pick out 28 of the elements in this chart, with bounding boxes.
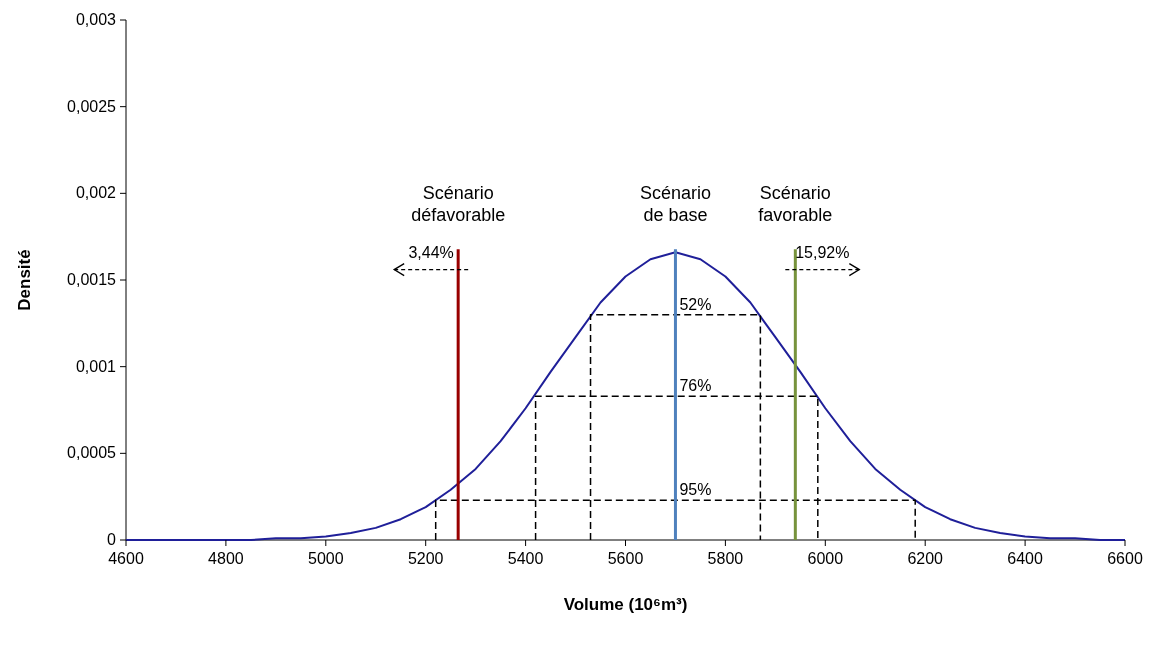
x-tick-label: 5000 bbox=[308, 550, 344, 567]
x-tick-label: 6600 bbox=[1107, 550, 1143, 567]
annotation: 95% bbox=[679, 481, 712, 499]
x-tick-label: 4600 bbox=[108, 550, 144, 567]
x-tick-label: 5200 bbox=[407, 550, 444, 567]
x-tick-label: 5400 bbox=[507, 550, 544, 567]
y-tick-label: 0 bbox=[107, 531, 117, 548]
y-axis-title: Densité bbox=[15, 249, 34, 311]
x-tick-label: 5800 bbox=[707, 550, 744, 567]
ref-line-label: Scénario de base bbox=[639, 183, 711, 226]
x-tick-label: 6000 bbox=[807, 550, 844, 567]
y-tick-label: 0,001 bbox=[75, 357, 117, 375]
x-axis-title: Volume (10⁶m³) bbox=[563, 595, 688, 614]
y-tick-label: 0,0025 bbox=[67, 97, 117, 115]
x-tick-label: 5600 bbox=[607, 550, 644, 567]
annotation: 52% bbox=[679, 295, 712, 313]
ref-line-label: Scénario défavorable bbox=[411, 183, 506, 226]
annotation: 76% bbox=[679, 377, 712, 395]
x-tick-label: 6400 bbox=[1007, 550, 1043, 567]
y-tick-label: 0,002 bbox=[75, 184, 117, 202]
y-tick-label: 0,0015 bbox=[67, 271, 117, 288]
x-tick-label: 6200 bbox=[907, 550, 944, 567]
annotation: 3,44% bbox=[408, 243, 454, 261]
y-tick-label: 0,003 bbox=[75, 11, 117, 28]
ref-line-label: Scénario favorable bbox=[758, 183, 833, 226]
annotation: 15,92% bbox=[795, 243, 850, 261]
y-tick-label: 0,0005 bbox=[67, 444, 117, 462]
x-tick-label: 4800 bbox=[208, 550, 244, 567]
